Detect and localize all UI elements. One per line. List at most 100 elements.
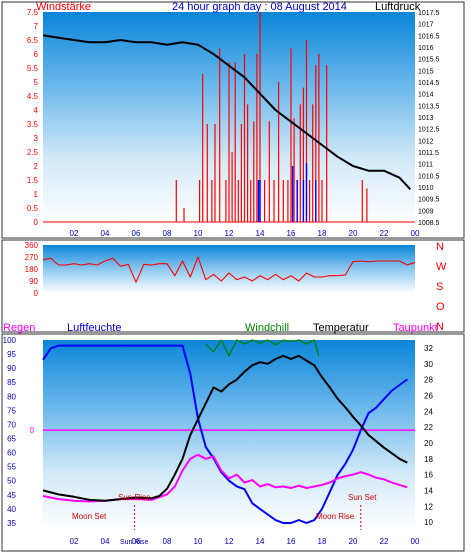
- wind-axis-tick: 2: [34, 162, 39, 171]
- wind-axis-tick: 1.5: [27, 176, 39, 185]
- pressure-axis-tick: 1017: [418, 22, 434, 29]
- panel2-plot-area: [43, 245, 415, 293]
- wind-axis-tick: 3: [34, 134, 39, 143]
- x-axis-tick: 16: [287, 537, 296, 546]
- pressure-axis-tick: 1011.5: [418, 150, 439, 157]
- x-axis-tick: 18: [318, 537, 327, 546]
- luftdruck-label: Luftdruck: [375, 1, 421, 13]
- panel1-axes: 0 0.5 1 1.5 2 2.5 3 3.5 4 4.5 5 5.5 6 6.5 7 7.5 1008.5 10…: [27, 8, 440, 238]
- x-axis-tick: 22: [380, 229, 389, 238]
- humidity-axis-tick: 100: [3, 336, 17, 345]
- temperature-axis-tick: 20: [424, 439, 433, 448]
- humidity-axis-tick: 90: [7, 364, 16, 373]
- pressure-axis-tick: 1009: [418, 208, 434, 215]
- humidity-axis-tick: 35: [7, 519, 16, 528]
- compass-label: N: [436, 241, 444, 253]
- wind-axis-tick: 5: [34, 78, 39, 87]
- dewpoint-line: [42, 453, 408, 503]
- humidity-axis-tick: 80: [7, 392, 16, 401]
- compass-label: S: [436, 281, 443, 293]
- wind-axis-tick: 6.5: [27, 36, 39, 45]
- panel1-series: [42, 12, 415, 223]
- panel3-axes: 3540455055606570758085909510010121416182…: [3, 336, 434, 546]
- temperature-axis-tick: 32: [424, 344, 433, 353]
- pressure-axis-tick: 1010.5: [418, 173, 440, 180]
- pressure-axis-tick: 1008.5: [418, 220, 440, 227]
- x-axis-tick: 04: [101, 229, 110, 238]
- wind-axis-tick: 1: [34, 190, 39, 199]
- temperature-axis-tick: 18: [424, 455, 433, 464]
- pressure-axis-tick: 1014: [418, 92, 434, 99]
- wind-axis-tick: 0.5: [27, 204, 39, 213]
- compass-label: N: [436, 321, 444, 333]
- humidity-axis-tick: 55: [7, 463, 16, 472]
- compass-label: W: [436, 261, 447, 273]
- humidity-axis-tick: 85: [7, 378, 16, 387]
- panel2-series: [42, 256, 416, 283]
- x-axis-tick: 20: [349, 537, 358, 546]
- pressure-axis-tick: 1015.5: [418, 57, 440, 64]
- wind-axis-tick: 3.5: [27, 120, 39, 129]
- humidity-axis-tick: 95: [7, 350, 16, 359]
- wind-axis-tick: 7.5: [27, 8, 39, 17]
- temperature-axis-tick: 14: [424, 486, 433, 495]
- x-axis-tick: 02: [70, 229, 79, 238]
- temperature-axis-tick: 22: [424, 423, 433, 432]
- pressure-axis-tick: 1013.5: [418, 103, 440, 110]
- pressure-axis-tick: 1012: [418, 138, 434, 145]
- pressure-axis-tick: 1017.5: [418, 10, 440, 17]
- direction-axis-tick: 180: [25, 265, 39, 274]
- luftfeuchte-label: Luftfeuchte: [67, 322, 121, 334]
- temperature-axis-tick: 12: [424, 502, 433, 511]
- wind-axis-tick: 7: [34, 22, 39, 31]
- pressure-line: [42, 34, 412, 190]
- sunset-annotation: Sun Set: [348, 493, 377, 502]
- x-axis-tick: 08: [163, 229, 172, 238]
- wind-direction-line: [42, 256, 416, 283]
- wind-axis-tick: 4: [34, 106, 39, 115]
- temperature-axis-tick: 30: [424, 360, 433, 369]
- taupunkt-label: Taupunkt: [393, 322, 438, 334]
- pressure-axis-tick: 1010: [418, 185, 434, 192]
- direction-axis-tick: 0: [34, 289, 39, 298]
- wind-axis-tick: 5.5: [27, 64, 39, 73]
- direction-axis-tick: 90: [29, 277, 38, 286]
- x-axis-tick: 12: [225, 229, 234, 238]
- x-axis-tick: 02: [70, 537, 79, 546]
- moonset-annotation: Moon Set: [72, 512, 107, 521]
- temperature-axis-tick: 16: [424, 471, 433, 480]
- temperatur-label: Temperatur: [313, 322, 369, 334]
- pressure-axis-tick: 1015: [418, 68, 434, 75]
- x-axis-tick: 14: [256, 229, 265, 238]
- humidity-axis-tick: 60: [7, 449, 16, 458]
- chart-title: 24 hour graph day : 08 August 2014: [172, 1, 347, 13]
- humidity-axis-tick: 65: [7, 435, 16, 444]
- x-axis-tick: 10: [194, 537, 203, 546]
- humidity-axis-tick: 45: [7, 491, 16, 500]
- x-axis-tick: 20: [349, 229, 358, 238]
- x-axis-tick: 16: [287, 229, 296, 238]
- temperature-axis-tick: 24: [424, 407, 433, 416]
- pressure-axis-tick: 1012.5: [418, 127, 440, 134]
- sunrise-axis-annotation: Sun Rise: [120, 539, 149, 546]
- windchill-label: Windchill: [245, 322, 289, 334]
- panel3-series: [42, 339, 415, 530]
- pressure-axis-tick: 1016: [418, 45, 434, 52]
- direction-axis-tick: 360: [25, 241, 39, 250]
- x-axis-tick: 08: [163, 537, 172, 546]
- humidity-axis-tick: 70: [7, 420, 16, 429]
- temperature-axis-tick: 10: [424, 518, 433, 527]
- humidity-line: [42, 344, 408, 524]
- pressure-axis-tick: 1013: [418, 115, 434, 122]
- x-axis-tick: 06: [132, 229, 141, 238]
- wind-axis-tick: 6: [34, 50, 39, 59]
- pressure-axis-tick: 1014.5: [418, 80, 440, 87]
- humidity-axis-tick: 75: [7, 406, 16, 415]
- panel3-plot-area: [43, 340, 415, 530]
- x-axis-tick: 00: [411, 537, 420, 546]
- temperature-axis-tick: 28: [424, 376, 433, 385]
- x-axis-tick: 14: [256, 537, 265, 546]
- x-axis-tick: 06: [132, 537, 141, 546]
- pressure-axis-tick: 1011: [418, 162, 433, 169]
